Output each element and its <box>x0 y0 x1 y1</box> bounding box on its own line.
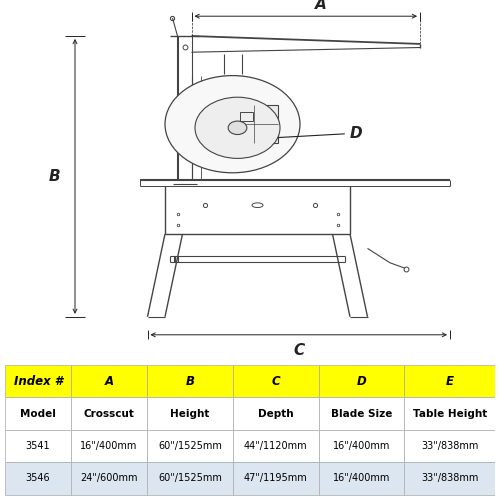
Bar <box>318 430 404 462</box>
Bar <box>318 365 404 398</box>
Text: Crosscut: Crosscut <box>84 408 134 418</box>
Bar <box>147 462 233 494</box>
Text: C: C <box>293 342 304 357</box>
Bar <box>240 112 252 122</box>
Bar <box>147 365 233 398</box>
Bar <box>71 430 147 462</box>
Bar <box>233 398 318 430</box>
Bar <box>147 398 233 430</box>
Text: 16"/400mm: 16"/400mm <box>333 474 390 484</box>
Text: D: D <box>356 374 366 388</box>
Text: Table Height: Table Height <box>412 408 487 418</box>
Text: 3541: 3541 <box>26 441 50 451</box>
Bar <box>318 398 404 430</box>
Circle shape <box>195 97 280 158</box>
Text: Model: Model <box>20 408 56 418</box>
Text: 16"/400mm: 16"/400mm <box>333 441 390 451</box>
Bar <box>404 462 495 494</box>
Text: C: C <box>272 374 280 388</box>
Text: 60"/1525mm: 60"/1525mm <box>158 474 222 484</box>
Text: 60"/1525mm: 60"/1525mm <box>158 441 222 451</box>
Text: Depth: Depth <box>258 408 294 418</box>
Text: A: A <box>315 0 326 12</box>
Bar <box>5 430 71 462</box>
Text: Blade Size: Blade Size <box>331 408 392 418</box>
Text: 44"/1120mm: 44"/1120mm <box>244 441 308 451</box>
Text: 16"/400mm: 16"/400mm <box>80 441 138 451</box>
Text: A: A <box>104 374 114 388</box>
Text: E: E <box>446 374 454 388</box>
Text: 47"/1195mm: 47"/1195mm <box>244 474 308 484</box>
Bar <box>5 365 71 398</box>
Bar <box>318 462 404 494</box>
Text: 3546: 3546 <box>26 474 50 484</box>
Bar <box>233 430 318 462</box>
Text: 33"/838mm: 33"/838mm <box>421 474 478 484</box>
Bar <box>71 365 147 398</box>
Bar <box>233 462 318 494</box>
Bar <box>71 462 147 494</box>
Text: B: B <box>186 374 194 388</box>
Bar <box>5 462 71 494</box>
Text: 33"/838mm: 33"/838mm <box>421 441 478 451</box>
Bar <box>404 365 495 398</box>
Bar <box>71 398 147 430</box>
Text: D: D <box>265 126 362 141</box>
Circle shape <box>228 121 247 134</box>
Bar <box>230 106 278 143</box>
Bar <box>233 365 318 398</box>
Text: Index #: Index # <box>14 374 62 388</box>
Text: B: B <box>48 169 60 184</box>
Circle shape <box>165 76 300 173</box>
Bar <box>147 430 233 462</box>
Bar <box>404 430 495 462</box>
Text: Height: Height <box>170 408 209 418</box>
Bar <box>404 398 495 430</box>
Text: 24"/600mm: 24"/600mm <box>80 474 138 484</box>
Bar <box>5 398 71 430</box>
